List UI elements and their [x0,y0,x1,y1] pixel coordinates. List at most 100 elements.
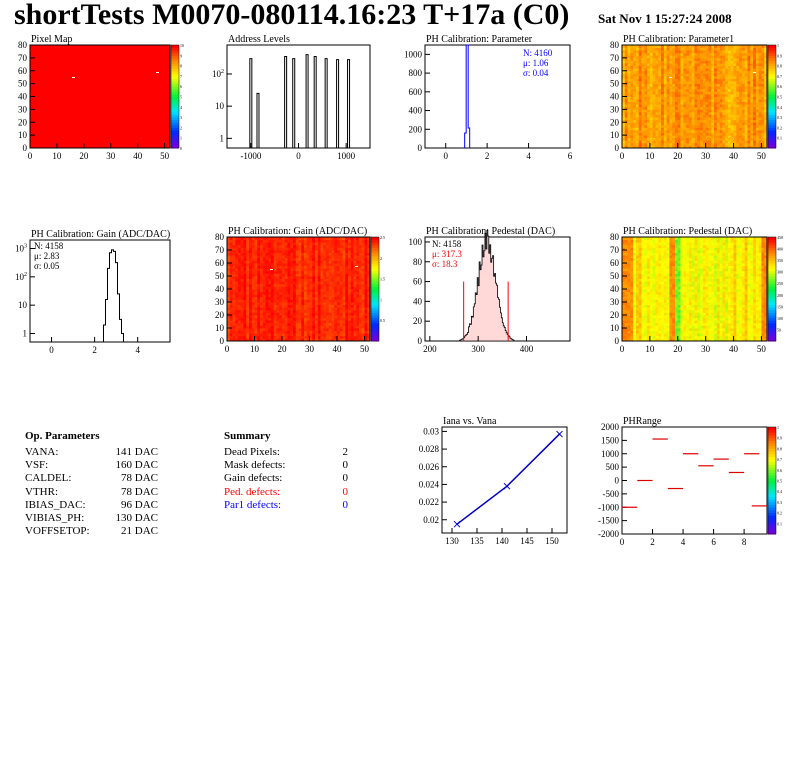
heatmap-cell [694,86,698,90]
heatmap-cell [317,283,321,287]
heatmap-cell [361,270,365,274]
heatmap-cell [641,142,645,146]
heatmap-cell [265,237,269,240]
heatmap-cell [254,330,258,334]
heatmap-cell [627,270,631,274]
heatmap-cell [702,145,707,149]
heatmap-cell [622,96,626,100]
heatmap-cell [331,320,335,324]
heatmap-cell [647,276,651,279]
heatmap-cell [298,270,302,274]
heatmap-cell [304,252,308,256]
heatmap-cell [287,312,291,316]
heatmap-cell [719,101,723,105]
heatmap-cell [652,55,656,59]
heatmap-cell [644,117,648,121]
heatmap-cell [694,119,698,123]
heatmap-cell [331,273,335,277]
heatmap-cell [719,106,723,110]
heatmap-cell [733,132,737,136]
heatmap-cell [309,304,313,308]
heatmap-cell [331,312,335,316]
heatmap-cell [641,286,645,290]
heatmap-cell [727,132,732,136]
heatmap-cell [309,294,313,298]
heatmap-cell [367,294,371,298]
heatmap-cell [697,135,701,139]
heatmap-cell [733,114,737,118]
heatmap-cell [348,333,352,337]
heatmap-cell [227,260,231,264]
heatmap-cell [624,263,628,266]
heatmap-cell [652,330,656,334]
heatmap-cell [293,289,297,292]
heatmap-cell [260,299,264,303]
heatmap-cell [356,294,360,298]
heatmap-cell [688,63,693,66]
heatmap-cell [622,109,626,113]
heatmap-cell [306,281,310,285]
y-tick-label: 50 [18,79,28,89]
heatmap-cell [702,73,707,77]
heatmap-cell [677,109,681,113]
heatmap-cell [722,129,726,133]
heatmap-cell [364,320,368,324]
heatmap-cell [683,50,687,54]
heatmap-cell [649,57,654,61]
heatmap-cell [714,55,718,59]
heatmap-cell [257,294,261,298]
heatmap-cell [312,273,316,277]
heatmap-cell [315,260,319,264]
heatmap-cell [714,101,718,105]
heatmap-cell [262,257,266,261]
heatmap-cell [328,281,332,285]
heatmap-cell [257,255,261,259]
chart-title: PH Calibration: Parameter [426,34,533,45]
heatmap-cell [627,244,631,248]
heatmap-cell [727,104,732,108]
heatmap-cell [251,312,255,316]
heatmap-cell [630,63,634,66]
heatmap-cell [326,317,330,321]
heatmap-cell [722,50,726,54]
heatmap-cell [276,263,280,266]
heatmap-cell [744,117,748,121]
heatmap-cell [747,111,751,115]
heatmap-cell [323,317,327,321]
heatmap-cell [339,302,343,305]
heatmap-cell [644,328,648,331]
heatmap-cell [630,252,634,256]
heatmap-cell [686,101,690,105]
heatmap-cell [260,328,264,331]
heatmap-cell [633,325,637,329]
heatmap-cell [251,335,255,339]
heatmap-cell [304,260,308,264]
heatmap-cell [282,325,286,329]
heatmap-cell [312,299,316,303]
heatmap-cell [251,328,255,331]
heatmap-cell [229,278,233,282]
heatmap-cell [249,260,253,264]
heatmap-cell [350,237,354,240]
heatmap-cell [309,244,313,248]
heatmap-cell [736,122,740,126]
heatmap-cell [714,47,718,51]
heatmap-cell [739,119,743,123]
heatmap-cell [755,124,760,128]
heatmap-cell [309,312,313,316]
heatmap-cell [641,309,645,313]
stat-box-line: μ: 1.06 [523,58,549,68]
heatmap-cell [320,250,324,253]
heatmap-cell [342,260,346,264]
x-tick-label: 50 [160,151,170,161]
heatmap-cell [345,338,349,342]
heatmap-cell [622,106,626,110]
heatmap-cell [367,250,371,253]
heatmap-cell [306,328,310,331]
heatmap-cell [661,83,665,87]
heatmap-cell [624,320,628,324]
heatmap-cell [312,237,316,240]
color-scale-cell [371,299,379,303]
heatmap-cell [674,99,679,103]
heatmap-cell [711,114,715,118]
